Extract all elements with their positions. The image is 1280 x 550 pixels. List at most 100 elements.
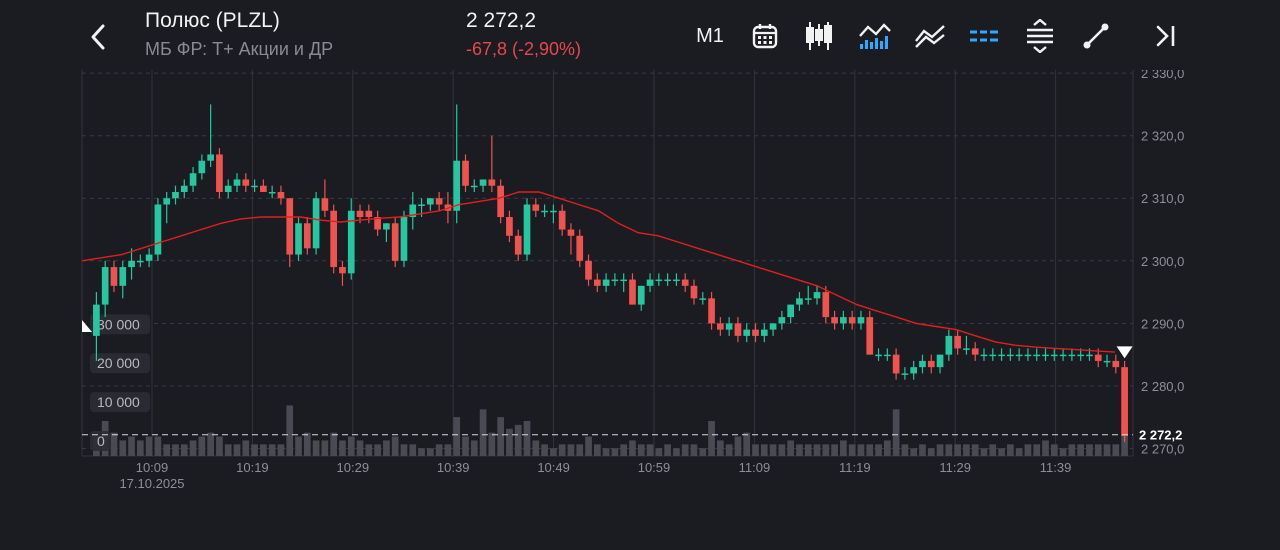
volume-bar <box>1077 444 1085 456</box>
volume-bar <box>743 432 751 456</box>
volume-bar <box>233 444 241 456</box>
volume-bar <box>919 444 926 456</box>
candle-body <box>725 323 733 330</box>
volume-bar <box>1068 444 1076 456</box>
candle-body <box>769 323 777 330</box>
candle-body <box>883 354 891 357</box>
volume-bar <box>506 428 513 456</box>
candle-body <box>154 204 162 255</box>
candle-body <box>383 223 390 230</box>
candle-body <box>602 279 610 286</box>
last-candle-marker-icon <box>1116 346 1133 359</box>
candle-body <box>743 329 751 336</box>
volume-bar <box>497 417 504 456</box>
volume-bar <box>532 440 540 456</box>
candle-body <box>541 210 548 213</box>
volume-bar <box>163 444 171 456</box>
volume-bar <box>136 440 144 456</box>
date-label: 17.10.2025 <box>119 476 184 491</box>
volume-tick-label: 0 <box>97 433 105 449</box>
x-tick-label: 10:19 <box>236 460 269 475</box>
volume-bar <box>1094 444 1102 456</box>
timeframe-button[interactable]: M1 <box>696 24 724 47</box>
x-tick-label: 10:09 <box>136 460 169 475</box>
volume-bar <box>110 432 118 456</box>
candle-body <box>936 354 944 368</box>
volume-bar <box>980 448 988 456</box>
volume-bar <box>339 440 346 456</box>
candle-body <box>593 279 601 286</box>
candle-body <box>224 185 232 192</box>
scale-button[interactable] <box>1022 18 1058 54</box>
candle-body <box>1086 354 1093 357</box>
volume-tick-bg <box>90 392 150 413</box>
candle-body <box>242 179 250 186</box>
candlestick-icon <box>806 22 832 50</box>
volume-bar <box>260 444 267 456</box>
horizontal-lines-button[interactable] <box>966 18 1002 54</box>
chart-type-button[interactable] <box>802 18 836 54</box>
volume-bar <box>752 444 759 456</box>
candles <box>93 104 1128 443</box>
x-tick-label: 10:39 <box>437 460 470 475</box>
compare-button[interactable] <box>912 18 948 54</box>
volume-bar <box>901 444 909 456</box>
volume-bar <box>1050 444 1058 456</box>
price-chart[interactable]: 2 270,0 2 280,0 2 290,0 2 300,0 2 310,0 2 320… <box>0 70 1280 550</box>
candle-body <box>347 210 355 274</box>
volume-bar <box>1042 440 1049 456</box>
volume-bar <box>831 444 838 456</box>
jump-to-end-icon <box>1156 25 1175 47</box>
volume-bar <box>514 424 522 456</box>
volume-bar <box>154 436 162 456</box>
candle-body <box>585 260 592 280</box>
candle-body <box>497 185 504 218</box>
last-price-label: 2 272,2 <box>1139 428 1182 443</box>
volume-bar <box>286 405 294 456</box>
candle-body <box>778 317 786 324</box>
candle-body <box>901 373 909 375</box>
volume-bar <box>224 444 232 456</box>
volume-bar <box>637 444 645 456</box>
candle-body <box>804 298 812 300</box>
volume-bar <box>427 448 434 456</box>
indicators-button[interactable] <box>856 18 894 54</box>
candle-body <box>312 198 320 249</box>
candle-body <box>910 367 918 374</box>
volume-bar <box>1059 448 1067 456</box>
volume-bar <box>295 436 302 456</box>
candle-body <box>822 292 830 318</box>
x-tick-label: 11:19 <box>839 460 871 475</box>
back-button[interactable] <box>84 20 114 54</box>
volume-tick-bg <box>90 314 150 335</box>
y-tick-label: 2 300,0 <box>1141 254 1184 269</box>
candle-body <box>136 260 144 263</box>
candle-body <box>796 298 803 305</box>
candle-body <box>813 292 821 299</box>
candle-body <box>550 210 557 213</box>
candle-body <box>989 354 997 357</box>
volume-bar <box>593 444 601 456</box>
volume-bar <box>119 440 127 456</box>
candle-body <box>277 191 285 199</box>
volume-bar <box>796 444 803 456</box>
instrument-title: Полюс (PLZL) <box>145 9 280 32</box>
volume-bar <box>760 444 768 456</box>
candle-body <box>163 198 171 205</box>
volume-bar <box>813 444 821 456</box>
candle-body <box>189 173 197 186</box>
volume-bar <box>646 444 654 456</box>
volume-bar <box>488 432 496 456</box>
x-tick-label: 11:39 <box>1040 460 1072 475</box>
candle-body <box>690 285 698 299</box>
candle-body <box>260 185 267 192</box>
candle-body <box>980 354 988 357</box>
candle-body <box>857 317 865 324</box>
volume-bar <box>954 444 961 456</box>
jump-to-end-button[interactable] <box>1150 18 1180 54</box>
candle-body <box>699 298 707 300</box>
calendar-button[interactable] <box>748 18 782 54</box>
volume-bar <box>189 440 197 456</box>
volume-bar <box>418 448 425 456</box>
drawing-button[interactable] <box>1080 18 1112 54</box>
